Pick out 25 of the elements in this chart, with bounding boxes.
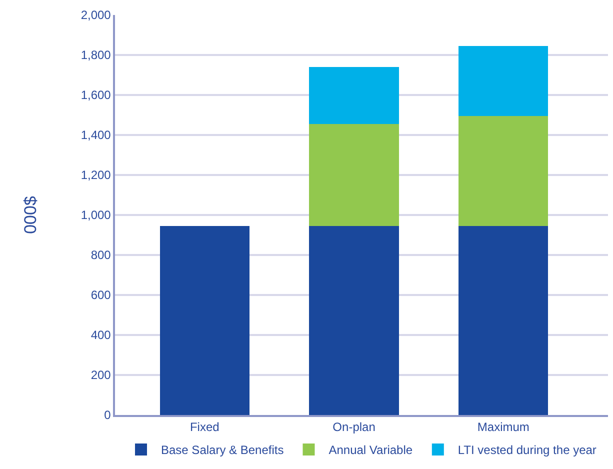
bar: [160, 226, 250, 415]
bar: [458, 116, 548, 226]
legend-label: Annual Variable: [328, 443, 413, 458]
y-tick-label: 1,800: [80, 48, 112, 62]
y-axis-title: 000$: [20, 196, 40, 234]
bar: [309, 124, 399, 226]
y-tick-label: 1,600: [80, 88, 112, 102]
bar: [309, 226, 399, 415]
y-tick-label: 1,000: [80, 208, 112, 222]
legend-label: LTI vested during the year: [458, 443, 596, 458]
x-tick-label: On-plan: [332, 420, 376, 434]
y-tick-label: 2,000: [80, 8, 112, 22]
bar: [309, 67, 399, 124]
x-tick-label: Fixed: [190, 420, 220, 434]
y-tick-label: 800: [90, 248, 112, 262]
y-tick-label: 1,400: [80, 128, 112, 142]
bar: [458, 46, 548, 116]
y-tick-label: 0: [104, 408, 112, 422]
legend-label: Base Salary & Benefits: [161, 443, 284, 458]
bar: [458, 226, 548, 415]
x-tick-label: Maximum: [477, 420, 530, 434]
y-tick-label: 200: [90, 368, 112, 382]
y-tick-label: 1,200: [80, 168, 112, 182]
y-tick-label: 400: [90, 328, 112, 342]
y-tick-label: 600: [90, 288, 112, 302]
